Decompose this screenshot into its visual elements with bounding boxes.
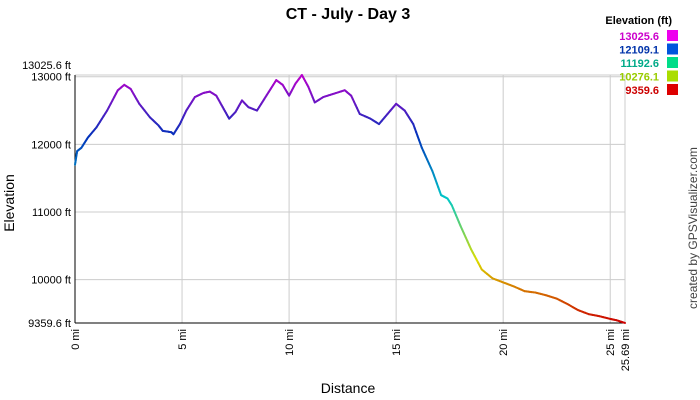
legend-entry-label: 13025.6 xyxy=(619,31,659,43)
x-axis-ticks: 0 mi 5 mi 10 mi 15 mi 20 mi 25 mi 25.69 mi xyxy=(70,329,632,371)
y-axis-label: Elevation xyxy=(1,174,17,232)
x-tick-label: 10 mi xyxy=(284,329,296,356)
y-tick-label: 13000 ft xyxy=(31,72,71,84)
elevation-profile-line xyxy=(74,74,626,324)
legend-swatch xyxy=(667,57,678,68)
x-tick-label: 5 mi xyxy=(177,329,189,350)
x-axis-label: Distance xyxy=(321,380,376,396)
chart-title: CT - July - Day 3 xyxy=(286,6,411,23)
credit-text: created by GPSVisualizer.com xyxy=(686,147,700,309)
x-tick-label: 0 mi xyxy=(70,329,82,350)
legend-swatch xyxy=(667,84,678,95)
legend-entry-label: 12109.1 xyxy=(619,45,659,57)
y-tick-label: 13025.6 ft xyxy=(22,60,71,72)
legend-title: Elevation (ft) xyxy=(605,15,672,27)
y-tick-label: 10000 ft xyxy=(31,275,71,287)
y-tick-label: 12000 ft xyxy=(31,139,71,151)
x-tick-label: 25 mi xyxy=(605,329,617,356)
x-tick-label: 20 mi xyxy=(498,329,510,356)
y-tick-label: 11000 ft xyxy=(32,207,71,219)
x-tick-label: 25.69 mi xyxy=(620,329,632,371)
grid-lines xyxy=(75,74,626,323)
y-axis-ticks: 9359.6 ft 10000 ft 11000 ft 12000 ft 13000 f… xyxy=(22,60,71,330)
legend-swatch xyxy=(667,43,678,55)
legend-swatch xyxy=(667,30,678,41)
legend-entry-label: 11192.6 xyxy=(620,58,659,70)
legend-entry-label: 10276.1 xyxy=(619,72,659,84)
x-tick-label: 15 mi xyxy=(391,329,403,356)
legend-swatch xyxy=(667,70,678,82)
legend-entry-label: 9359.6 xyxy=(625,85,659,97)
y-tick-label: 9359.6 ft xyxy=(28,318,71,330)
plot-area xyxy=(74,75,626,324)
